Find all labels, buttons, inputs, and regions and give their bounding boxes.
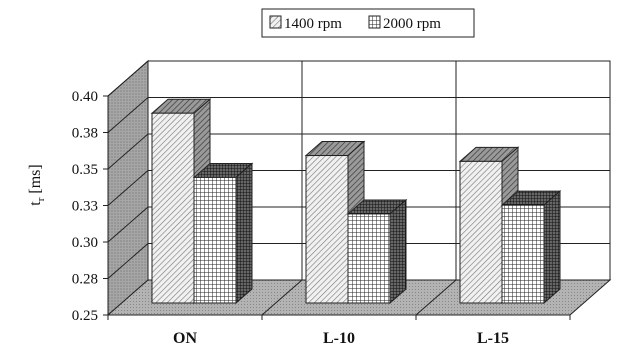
bar-front <box>501 204 545 304</box>
bar-2000-on <box>192 162 254 305</box>
bar-1400-l-10 <box>304 140 366 305</box>
bar-front <box>193 176 237 304</box>
y-tick-label: 0.38 <box>72 126 98 142</box>
bar-front <box>459 160 503 304</box>
bar-side <box>543 190 561 305</box>
bar-front <box>151 112 195 304</box>
y-tick-label: 0.33 <box>72 199 98 215</box>
x-axis-labels: ON L-10 L-15 <box>173 330 509 347</box>
x-tick-label: ON <box>173 330 197 347</box>
floor-divider <box>415 279 457 316</box>
floor-divider <box>261 279 303 316</box>
bar-2000-l-10 <box>346 198 408 305</box>
gridline-side <box>107 243 149 279</box>
y-tick-label: 0.40 <box>72 89 98 105</box>
y-axis-title-unit: [ms] <box>27 164 44 193</box>
legend: 1400 rpm 2000 rpm <box>261 8 475 38</box>
y-tick-label: 0.25 <box>72 308 98 324</box>
gridline-side <box>107 170 149 206</box>
legend-swatch-1400 <box>269 15 282 29</box>
bar-side <box>235 162 253 305</box>
legend-box <box>261 8 475 38</box>
bar-2000-l-15 <box>500 190 562 305</box>
bar-front <box>347 213 391 304</box>
bars <box>150 98 562 305</box>
y-axis-title-symbol: t <box>27 201 44 206</box>
y-axis-title: tr [ms] <box>27 164 47 205</box>
y-axis-title-subscript: r <box>35 197 47 201</box>
legend-label-2000: 2000 rpm <box>383 16 441 32</box>
bar-side <box>389 198 407 305</box>
gridline-side <box>107 206 149 243</box>
y-tick-label: 0.30 <box>72 235 98 251</box>
x-tick-label: L-10 <box>323 330 355 347</box>
gridline-side <box>107 133 149 170</box>
gridline-side <box>107 60 149 97</box>
y-tick-label: 0.28 <box>72 272 98 288</box>
gridline-side <box>107 97 149 133</box>
legend-swatch-2000 <box>368 15 381 29</box>
legend-label-1400: 1400 rpm <box>284 16 342 32</box>
category-dividers <box>107 61 571 320</box>
y-axis: 0.25 0.28 0.30 0.33 0.35 0.38 0.40 <box>72 89 570 324</box>
x-tick-label: L-15 <box>477 330 509 347</box>
y-tick-label: 0.35 <box>72 162 98 178</box>
bar-front <box>305 155 349 304</box>
